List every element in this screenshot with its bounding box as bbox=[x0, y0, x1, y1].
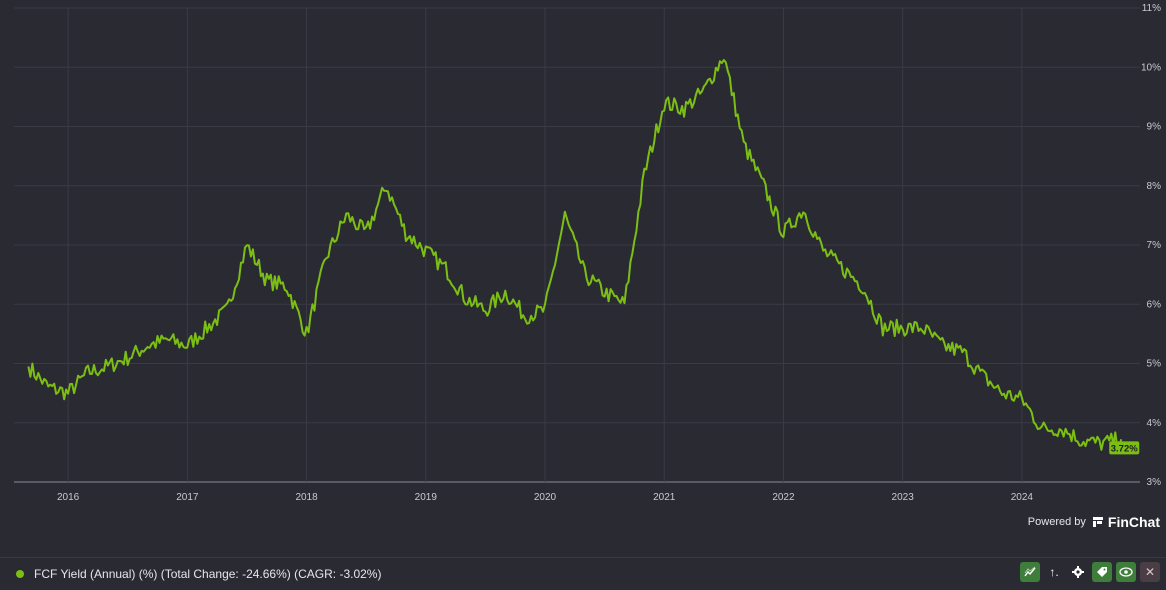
finchat-logo[interactable]: FinChat bbox=[1092, 514, 1160, 530]
visibility-button[interactable] bbox=[1116, 562, 1136, 582]
sort-button[interactable]: ↑. bbox=[1044, 562, 1064, 582]
eye-icon bbox=[1119, 567, 1133, 577]
x-tick-label: 2017 bbox=[176, 492, 199, 503]
x-tick-label: 2019 bbox=[415, 492, 438, 503]
y-tick-label: 5% bbox=[1147, 359, 1162, 370]
powered-by-label: Powered by bbox=[1027, 516, 1086, 528]
last-value-label: 3.72% bbox=[1111, 443, 1138, 454]
y-tick-label: 8% bbox=[1147, 181, 1162, 192]
last-value-marker: 3.72% bbox=[1109, 441, 1140, 455]
last-value-badge bbox=[1109, 441, 1140, 455]
y-tick-label: 6% bbox=[1147, 299, 1162, 310]
x-tick-label: 2024 bbox=[1011, 492, 1034, 503]
line-chart-icon bbox=[1024, 566, 1036, 577]
tag-icon bbox=[1097, 567, 1107, 577]
y-tick-label: 11% bbox=[1142, 3, 1161, 14]
x-tick-label: 2020 bbox=[534, 492, 557, 503]
y-tick-label: 7% bbox=[1147, 240, 1162, 251]
powered-by: Powered by FinChat bbox=[1028, 514, 1160, 530]
x-tick-label: 2018 bbox=[295, 492, 318, 503]
chart-type-button[interactable] bbox=[1020, 562, 1040, 582]
remove-series-button[interactable]: ✕ bbox=[1140, 562, 1160, 582]
brand-name: FinChat bbox=[1107, 514, 1160, 530]
series-toolbar: ↑. ✕ bbox=[1020, 562, 1160, 582]
legend-dot bbox=[16, 570, 24, 578]
x-tick-label: 2022 bbox=[772, 492, 795, 503]
x-tick-label: 2016 bbox=[57, 492, 80, 503]
y-axis-labels: 11% 10% 9% 8% 7% 6% 5% 4% 3% bbox=[1141, 3, 1161, 488]
sort-icon: ↑. bbox=[1049, 565, 1059, 579]
gear-icon bbox=[1072, 566, 1084, 578]
y-tick-label: 9% bbox=[1147, 122, 1162, 133]
x-tick-label: 2021 bbox=[653, 492, 676, 503]
settings-button[interactable] bbox=[1068, 562, 1088, 582]
x-tick-label: 2023 bbox=[892, 492, 915, 503]
legend-text[interactable]: FCF Yield (Annual) (%) (Total Change: -2… bbox=[34, 567, 382, 581]
y-tick-label: 3% bbox=[1147, 477, 1162, 488]
x-axis-labels: 2016 2017 2018 2019 2020 2021 2022 2023 2024 bbox=[57, 492, 1033, 503]
label-button[interactable] bbox=[1092, 562, 1112, 582]
chart: 2016 2017 2018 2019 2020 2021 2022 2023 2024 11%… bbox=[14, 3, 1161, 503]
y-tick-label: 4% bbox=[1147, 418, 1162, 429]
finchat-icon bbox=[1092, 517, 1103, 527]
series-line-fcf-yield bbox=[27, 59, 1123, 451]
y-tick-label: 10% bbox=[1141, 62, 1161, 73]
close-icon: ✕ bbox=[1144, 565, 1156, 579]
legend-bar: FCF Yield (Annual) (%) (Total Change: -2… bbox=[0, 557, 1166, 590]
